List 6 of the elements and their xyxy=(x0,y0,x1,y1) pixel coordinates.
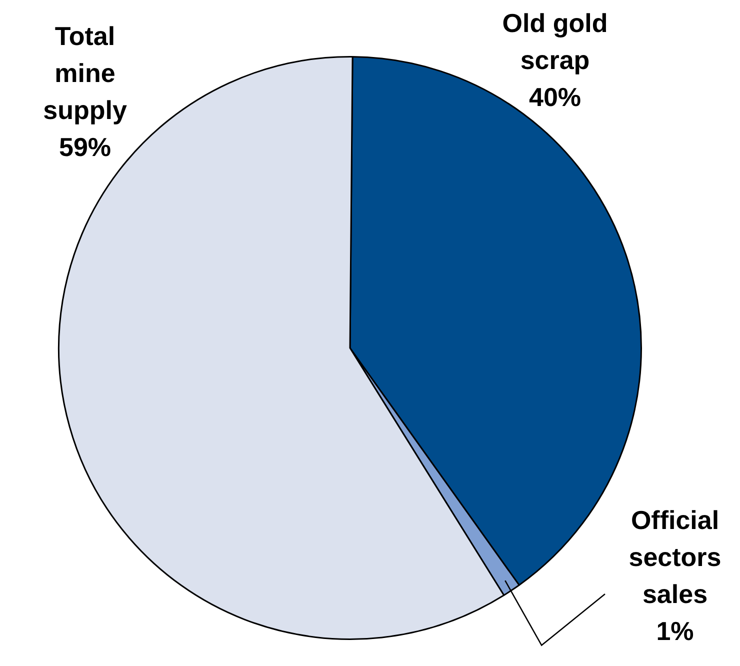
slice-label: Official sectors sales xyxy=(628,505,722,610)
data-label: 1% xyxy=(656,616,694,646)
slice-label: Total mine supply xyxy=(43,21,128,126)
data-label: 40% xyxy=(528,82,582,112)
data-label: 59% xyxy=(58,132,112,162)
slice-label: Old gold scrap xyxy=(502,8,608,76)
